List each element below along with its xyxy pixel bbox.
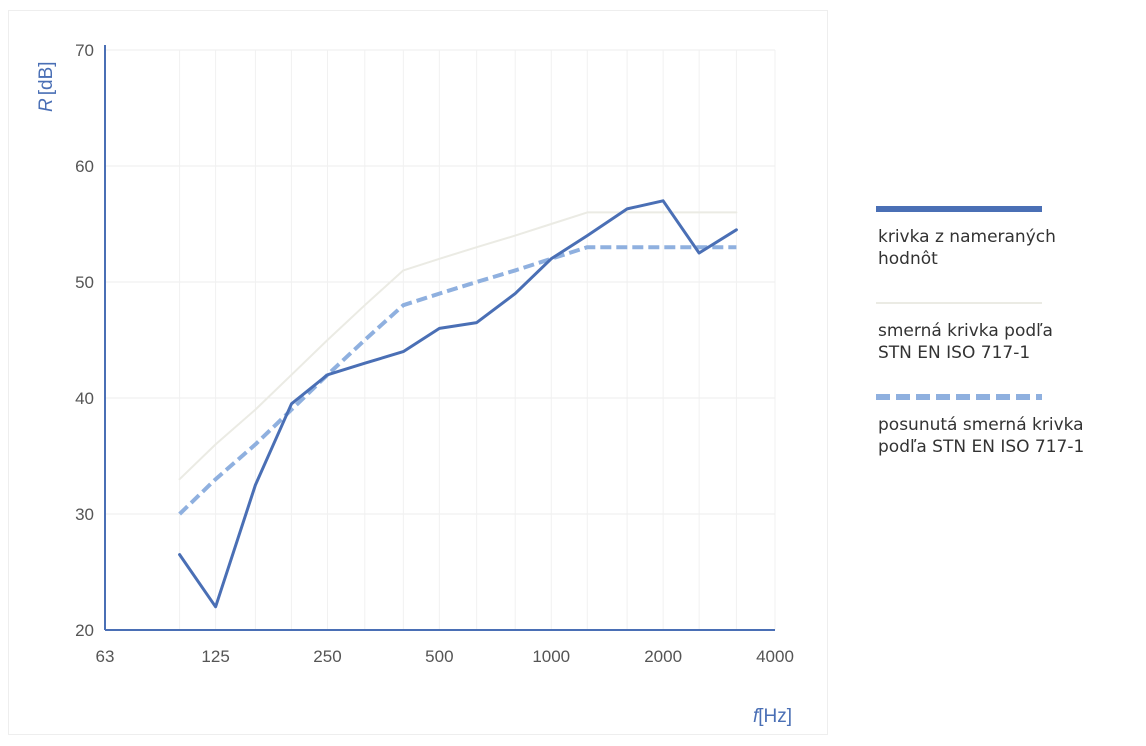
legend-swatch-shifted	[850, 388, 1042, 406]
axes	[104, 45, 775, 631]
y-tick-label: 60	[75, 157, 94, 176]
legend-label-measured: krivka z nameraných hodnôt	[878, 227, 1056, 269]
x-tick-label: 63	[96, 647, 115, 666]
series-line-measured	[178, 199, 738, 609]
legend-entry-reference: smerná krivka podľa STN EN ISO 717-1	[850, 294, 1146, 364]
legend-label-reference: smerná krivka podľa STN EN ISO 717-1	[878, 321, 1053, 363]
x-tick-label: 500	[425, 647, 453, 666]
series-line-shifted	[178, 245, 737, 516]
legend: krivka z nameraných hodnôt smerná krivka…	[850, 200, 1146, 482]
legend-entry-shifted: posunutá smerná krivka podľa STN EN ISO …	[850, 388, 1146, 458]
y-axis-symbol: R	[36, 98, 57, 112]
legend-entry-measured: krivka z nameraných hodnôt	[850, 200, 1146, 270]
x-tick-label: 1000	[532, 647, 570, 666]
series-group	[178, 199, 738, 609]
x-tick-label: 125	[201, 647, 229, 666]
y-axis-unit: [dB]	[36, 61, 57, 95]
x-tick-label: 250	[313, 647, 341, 666]
tick-labels: 20 30 40 50 60 70 63 125 250 500 1000 2000 4000	[75, 41, 794, 666]
y-tick-label: 30	[75, 505, 94, 524]
y-tick-label: 70	[75, 41, 94, 60]
y-tick-label: 50	[75, 273, 94, 292]
x-axis-symbol: f	[753, 706, 760, 727]
grid	[105, 49, 776, 630]
y-axis-title: R [dB]	[36, 61, 57, 112]
x-axis-title: f[Hz]	[753, 706, 792, 727]
legend-swatch-measured	[850, 200, 1042, 218]
y-tick-label: 20	[75, 621, 94, 640]
chart-frame	[8, 10, 828, 735]
y-tick-label: 40	[75, 389, 94, 408]
x-tick-label: 4000	[756, 647, 794, 666]
legend-swatch-reference	[850, 294, 1042, 312]
legend-label-shifted: posunutá smerná krivka podľa STN EN ISO …	[878, 415, 1085, 457]
series-line-reference	[178, 211, 738, 481]
x-axis-unit: [Hz]	[758, 706, 792, 727]
x-tick-label: 2000	[644, 647, 682, 666]
